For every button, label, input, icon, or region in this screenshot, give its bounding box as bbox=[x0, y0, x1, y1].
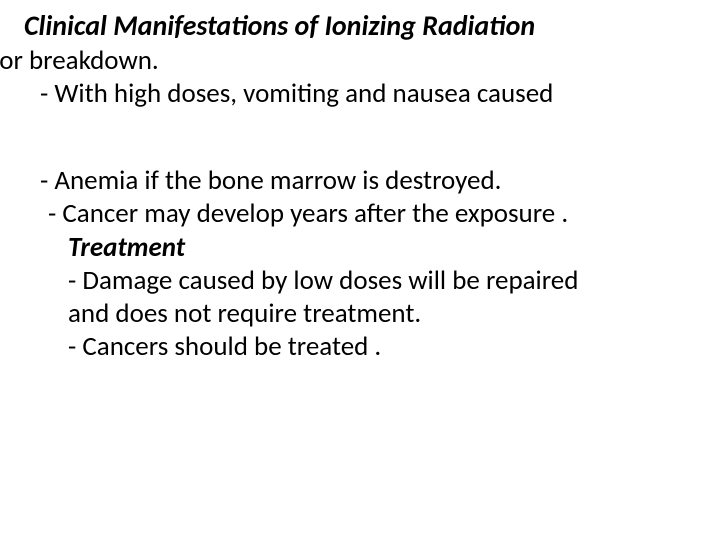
body-line-7: - Cancers should be treated . bbox=[68, 331, 381, 363]
treatment-subhead: Treatment bbox=[68, 231, 185, 264]
slide: Clinical Manifestations of Ionizing Radi… bbox=[0, 0, 720, 540]
body-line-2: - With high doses, vomiting and nausea c… bbox=[40, 78, 553, 110]
slide-title: Clinical Manifestations of Ionizing Radi… bbox=[24, 8, 535, 43]
body-line-6: and does not require treatment. bbox=[68, 298, 421, 330]
body-line-4: - Cancer may develop years after the exp… bbox=[48, 198, 568, 230]
body-line-5: - Damage caused by low doses will be rep… bbox=[68, 265, 578, 297]
body-line-3: - Anemia if the bone marrow is destroyed… bbox=[40, 165, 501, 197]
body-line-1: ss or breakdown. bbox=[0, 45, 159, 77]
